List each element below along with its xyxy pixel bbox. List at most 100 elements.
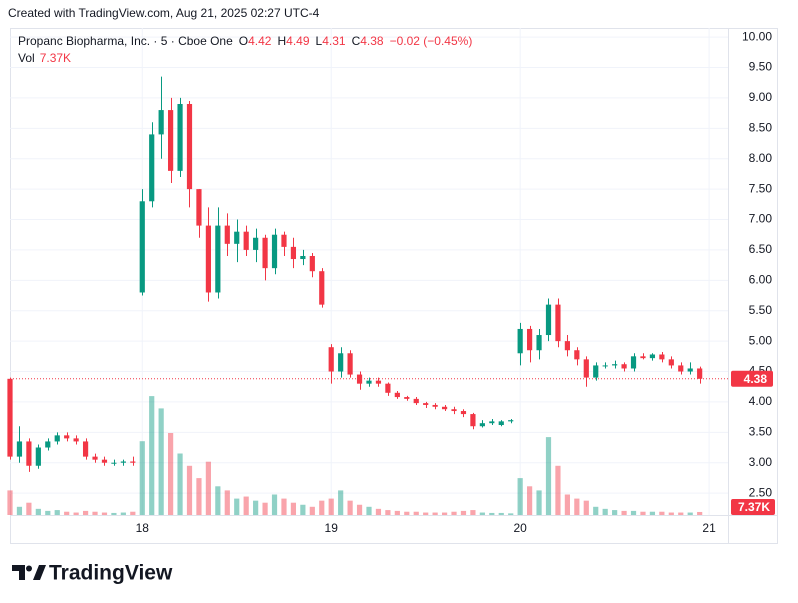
volume-bar — [356, 504, 363, 515]
candle-body — [243, 231, 249, 250]
legend-value: 4.42 — [248, 34, 272, 48]
candle-body — [498, 421, 504, 426]
volume-bar — [73, 512, 79, 515]
candle-body — [54, 435, 60, 442]
logo-icon — [33, 565, 46, 580]
logo-icon — [12, 565, 25, 580]
volume-bar — [564, 494, 570, 515]
volume-bar — [243, 496, 249, 515]
brand-logo: TradingView — [12, 562, 173, 585]
volume-bar — [517, 478, 523, 515]
legend-value: 4.31 — [322, 34, 346, 48]
candle-body — [621, 364, 627, 369]
candle-body — [205, 225, 211, 293]
volume-legend: Vol 7.37K — [18, 51, 71, 65]
volume-bar — [527, 486, 533, 515]
volume-bar — [26, 502, 32, 515]
volume-bar — [35, 508, 41, 515]
volume-bar — [186, 465, 193, 515]
y-tick-label: 5.00 — [749, 333, 773, 347]
candle-body — [224, 225, 230, 244]
candle-body — [602, 365, 608, 367]
legend-key: C — [352, 34, 361, 48]
y-tick-label: 4.00 — [749, 394, 773, 408]
volume-bar — [16, 506, 23, 515]
volume-bar — [697, 511, 703, 515]
candle-body — [517, 328, 523, 354]
volume-tag — [731, 499, 775, 515]
candle-body — [300, 255, 306, 260]
candle-body — [366, 380, 372, 384]
y-tick-label: 10.00 — [742, 29, 772, 43]
legend-key: O — [239, 34, 248, 48]
candle-body — [451, 409, 457, 412]
candle-body — [271, 234, 278, 269]
candle-body — [527, 328, 533, 351]
price-tag — [731, 370, 773, 387]
y-tick-label: 5.50 — [749, 303, 773, 317]
volume-bar — [612, 510, 618, 515]
legend-key: L — [316, 34, 323, 48]
candle-body — [186, 103, 193, 190]
volume-bar — [498, 512, 504, 515]
candle-body — [687, 368, 693, 372]
y-tick-label: 8.00 — [749, 151, 773, 165]
volume-bar — [451, 511, 457, 515]
volume-bar — [460, 510, 467, 515]
candle-body — [319, 271, 325, 305]
volume-bar — [687, 512, 693, 515]
volume-bar — [328, 498, 334, 515]
volume-bar — [253, 500, 259, 515]
volume-bar — [130, 511, 136, 515]
volume-bar — [196, 478, 202, 515]
volume-bar — [347, 500, 353, 515]
x-tick-label: 21 — [702, 521, 716, 535]
volume-bar — [54, 510, 60, 515]
volume-bar — [158, 408, 164, 515]
volume-bar — [224, 490, 230, 515]
legend-key: H — [277, 34, 286, 48]
x-tick-label: 20 — [513, 521, 527, 535]
volume-bar — [574, 498, 580, 515]
candle-body — [697, 368, 703, 379]
candle-body — [328, 347, 334, 372]
volume-bar — [593, 506, 599, 515]
candle-body — [338, 353, 344, 372]
legend-change: −0.02 (−0.45%) — [390, 34, 473, 48]
candle-body — [593, 365, 599, 378]
candle-body — [375, 380, 382, 384]
volume-bar — [649, 511, 656, 515]
volume-bar — [583, 500, 589, 515]
candle-body — [423, 403, 429, 405]
candle-body — [385, 383, 391, 393]
candle-body — [460, 411, 467, 415]
volume-bar — [385, 510, 391, 515]
y-tick-label: 2.50 — [749, 485, 773, 499]
candle-body — [262, 237, 268, 269]
volume-bar — [45, 510, 51, 515]
volume-bar — [640, 511, 646, 515]
candle-body — [215, 225, 221, 293]
candle-body — [630, 356, 637, 369]
volume-bar — [215, 486, 221, 515]
volume-value: 7.37K — [40, 51, 71, 65]
volume-bar — [621, 510, 627, 515]
volume-bar — [300, 504, 306, 515]
candle-body — [404, 397, 410, 399]
volume-bar — [139, 441, 145, 515]
volume-bar — [319, 500, 325, 515]
candle-body — [574, 350, 580, 360]
volume-bar — [234, 498, 240, 515]
volume-bar — [281, 498, 287, 515]
volume-bar — [470, 510, 476, 515]
volume-bar — [555, 465, 561, 515]
brand-name: TradingView — [49, 562, 173, 585]
candle-body — [678, 365, 684, 372]
volume-bar — [630, 510, 637, 515]
candle-body — [441, 406, 448, 410]
volume-bar — [309, 506, 315, 515]
candle-body — [82, 441, 89, 457]
x-tick-label: 18 — [136, 521, 150, 535]
